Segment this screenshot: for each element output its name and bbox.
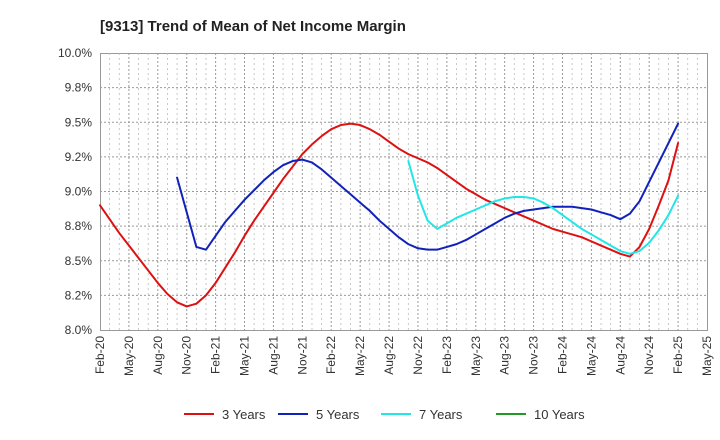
y-tick-label: 9.8% — [65, 81, 93, 95]
y-axis: 8.0% 8.2% 8.5% 8.8% 9.0% 9.2% 9.5% 9.8% 10.0% — [58, 46, 92, 337]
x-tick-label: Feb-22 — [324, 336, 338, 374]
y-tick-label: 9.2% — [65, 150, 93, 164]
x-tick-label: Feb-25 — [671, 336, 685, 374]
legend-label: 10 Years — [534, 407, 585, 422]
x-tick-label: May-24 — [584, 336, 598, 376]
x-tick-label: May-20 — [122, 336, 136, 376]
grid — [100, 53, 707, 330]
y-tick-label: 10.0% — [58, 46, 92, 60]
legend-label: 5 Years — [316, 407, 360, 422]
chart-title: [9313] Trend of Mean of Net Income Margi… — [100, 18, 406, 35]
x-tick-label: May-25 — [700, 336, 714, 376]
y-tick-label: 9.5% — [65, 115, 93, 129]
x-tick-label: Feb-20 — [93, 336, 107, 374]
x-tick-label: Nov-24 — [642, 336, 656, 375]
x-tick-label: Nov-23 — [527, 336, 541, 375]
x-tick-label: May-22 — [353, 336, 367, 376]
x-tick-label: Feb-24 — [555, 336, 569, 374]
legend: 3 Years 5 Years 7 Years 10 Years — [184, 407, 585, 422]
series-line-5-years — [176, 122, 680, 251]
y-tick-label: 8.8% — [65, 219, 93, 233]
y-tick-label: 9.0% — [65, 185, 93, 199]
x-tick-label: Feb-21 — [209, 336, 223, 374]
x-tick-label: Nov-20 — [180, 336, 194, 375]
x-tick-label: Aug-20 — [151, 336, 165, 375]
y-tick-label: 8.0% — [65, 323, 93, 337]
x-tick-label: Nov-22 — [411, 336, 425, 375]
x-tick-label: Feb-23 — [440, 336, 454, 374]
series-lines — [99, 122, 680, 308]
x-tick-label: Nov-21 — [295, 336, 309, 375]
series-line-3-years — [99, 122, 680, 308]
x-tick-label: May-21 — [238, 336, 252, 376]
x-tick-label: May-23 — [469, 336, 483, 376]
y-tick-label: 8.2% — [65, 288, 93, 302]
y-tick-label: 8.5% — [65, 254, 93, 268]
legend-label: 3 Years — [222, 407, 266, 422]
x-tick-label: Aug-22 — [382, 336, 396, 375]
x-tick-label: Aug-23 — [498, 336, 512, 375]
series-line-7-years — [407, 160, 680, 255]
x-axis: Feb-20 May-20 Aug-20 Nov-20 Feb-21 May-21 Aug-… — [93, 336, 714, 376]
x-tick-label: Aug-21 — [266, 336, 280, 375]
x-tick-label: Aug-24 — [613, 336, 627, 375]
legend-label: 7 Years — [419, 407, 463, 422]
